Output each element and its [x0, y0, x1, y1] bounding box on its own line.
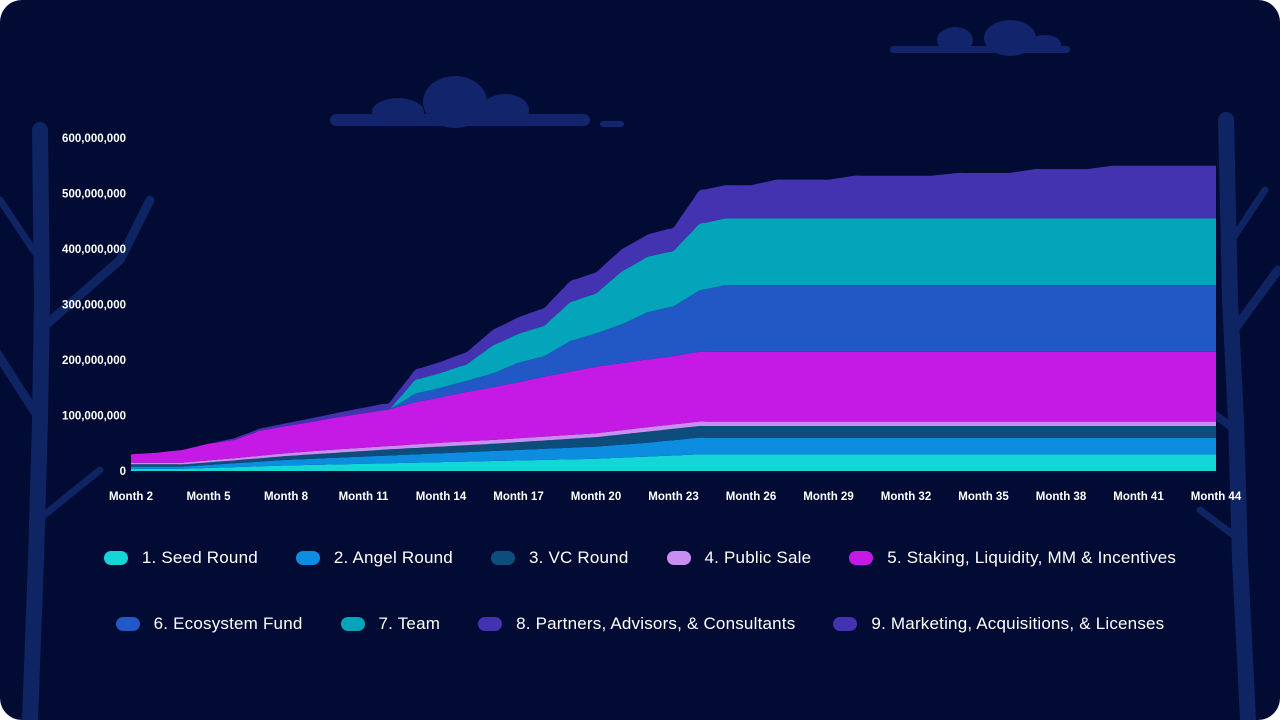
x-tick-label: Month 44	[1191, 491, 1242, 503]
x-tick-label: Month 20	[571, 491, 621, 503]
x-tick-label: Month 5	[186, 491, 231, 503]
legend-item: 1. Seed Round	[103, 548, 258, 568]
legend-label: 8. Partners, Advisors, & Consultants	[516, 614, 796, 633]
legend-label: 6. Ecosystem Fund	[153, 614, 303, 633]
legend-swatch	[490, 551, 515, 565]
area-series-8	[131, 165, 1216, 455]
x-tick-label: Month 29	[803, 491, 853, 503]
y-tick-label: 100,000,000	[62, 411, 126, 423]
x-tick-label: Month 17	[493, 491, 543, 503]
legend-item: 2. Angel Round	[295, 548, 453, 568]
tree-left-icon	[0, 122, 155, 720]
legend-item: 5. Staking, Liquidity, MM & Incentives	[849, 548, 1176, 568]
x-tick-label: Month 2	[109, 491, 153, 503]
legend-swatch	[666, 551, 691, 565]
legend-item: 9. Marketing, Acquisitions, & Licenses	[833, 614, 1164, 634]
legend-swatch	[115, 617, 140, 631]
y-tick-label: 500,000,000	[62, 189, 126, 201]
legend-label: 3. VC Round	[528, 548, 629, 567]
area-series-6	[131, 284, 1216, 455]
cloud-left-icon	[330, 76, 624, 128]
legend-label: 1. Seed Round	[141, 548, 258, 567]
legend-label: 4. Public Sale	[704, 548, 812, 567]
legend-swatch	[295, 551, 320, 565]
x-tick-label: Month 8	[264, 491, 309, 503]
y-tick-label: 400,000,000	[62, 244, 126, 256]
x-tick-label: Month 41	[1113, 491, 1164, 503]
legend-label: 9. Marketing, Acquisitions, & Licenses	[871, 614, 1165, 633]
x-tick-label: Month 38	[1036, 491, 1087, 503]
area-series-2	[131, 437, 1216, 469]
x-tick-label: Month 11	[339, 491, 389, 503]
y-tick-label: 200,000,000	[62, 355, 126, 367]
cloud-right-icon	[890, 20, 1070, 56]
legend-swatch	[103, 551, 128, 565]
legend-swatch	[478, 617, 503, 631]
area-series-5	[131, 351, 1216, 463]
y-tick-label: 300,000,000	[62, 300, 126, 312]
x-axis: Month 2 Month 5 Month 8 Month 11 Month 14 Mon…	[109, 491, 1242, 503]
legend-row-1: 1. Seed Round 2. Angel Round 3. VC Round 4.…	[0, 543, 1280, 573]
legend-swatch	[340, 617, 365, 631]
area-series-3	[131, 425, 1216, 467]
x-tick-label: Month 23	[648, 491, 698, 503]
legend-item: 8. Partners, Advisors, & Consultants	[478, 614, 795, 634]
x-tick-label: Month 35	[958, 491, 1009, 503]
legend-label: 5. Staking, Liquidity, MM & Incentives	[887, 548, 1177, 567]
legend-label: 7. Team	[378, 614, 441, 633]
chart-areas	[131, 165, 1216, 471]
legend-item: 7. Team	[340, 614, 441, 634]
y-axis: 0 100,000,000 200,000,000 300,000,000 400,00…	[62, 133, 126, 478]
legend-item: 4. Public Sale	[666, 548, 812, 568]
legend-item: 6. Ecosystem Fund	[115, 614, 303, 634]
area-series-7	[131, 218, 1216, 455]
legend-row-2: 6. Ecosystem Fund 7. Team 8. Partners, Adv…	[0, 609, 1280, 639]
legend-swatch	[833, 617, 858, 631]
y-tick-label: 0	[120, 466, 126, 478]
legend-item: 3. VC Round	[490, 548, 629, 568]
area-series-4	[131, 421, 1216, 465]
area-series-1	[131, 454, 1216, 471]
x-tick-label: Month 14	[416, 491, 467, 503]
legend-label: 2. Angel Round	[333, 548, 453, 567]
x-tick-label: Month 26	[726, 491, 776, 503]
y-tick-label: 600,000,000	[62, 133, 126, 145]
legend-swatch	[849, 551, 874, 565]
x-tick-label: Month 32	[881, 491, 931, 503]
